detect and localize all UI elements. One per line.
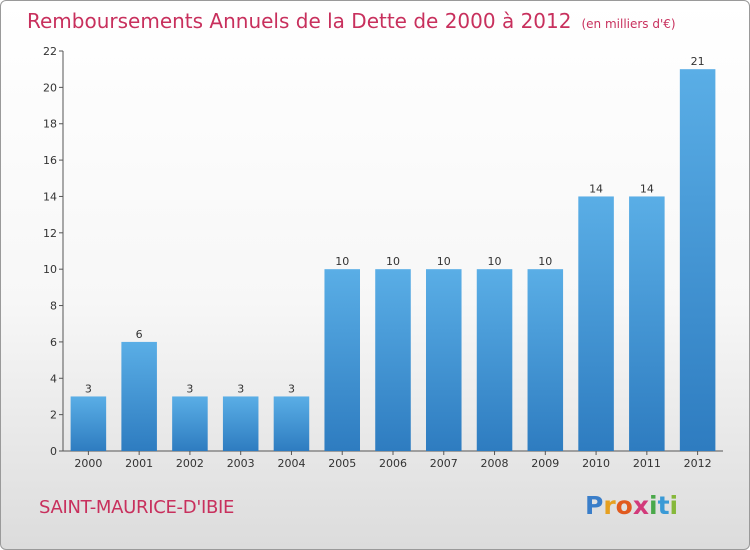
data-label-2005: 10 xyxy=(335,255,349,268)
bar-2001 xyxy=(121,341,157,451)
logo-letter: P xyxy=(585,491,604,520)
bar-2002 xyxy=(172,396,208,451)
bar-2010 xyxy=(578,196,614,451)
bar-2003 xyxy=(222,396,259,451)
x-tick-label-2003: 2003 xyxy=(227,457,255,470)
y-tick-label: 6 xyxy=(50,336,57,349)
y-tick-label: 22 xyxy=(43,45,57,58)
x-tick-label-2011: 2011 xyxy=(633,457,661,470)
data-label-2000: 3 xyxy=(85,382,92,395)
x-tick-label-2004: 2004 xyxy=(277,457,305,470)
bar-2008 xyxy=(476,269,513,451)
bar-2005 xyxy=(324,269,360,451)
chart-title: Remboursements Annuels de la Dette de 20… xyxy=(27,9,676,33)
bar-2000 xyxy=(70,396,107,451)
x-tick-label-2006: 2006 xyxy=(379,457,407,470)
x-tick-label-2008: 2008 xyxy=(481,457,509,470)
logo-letter: i xyxy=(669,491,679,520)
logo-letter: r xyxy=(603,491,616,520)
bar-2009 xyxy=(527,269,564,451)
data-label-2001: 6 xyxy=(136,328,143,341)
data-label-2006: 10 xyxy=(386,255,400,268)
data-label-2012: 21 xyxy=(691,55,705,68)
x-tick-label-2010: 2010 xyxy=(582,457,610,470)
x-tick-label-2005: 2005 xyxy=(328,457,356,470)
data-label-2009: 10 xyxy=(538,255,552,268)
town-name: SAINT-MAURICE-D'IBIE xyxy=(39,497,235,518)
bar-2004 xyxy=(273,396,310,451)
data-label-2008: 10 xyxy=(488,255,502,268)
logo-letter: i xyxy=(649,491,658,520)
y-tick-label: 12 xyxy=(43,227,57,240)
x-tick-label-2007: 2007 xyxy=(430,457,458,470)
logo-letter: o xyxy=(615,491,633,520)
data-label-2007: 10 xyxy=(437,255,451,268)
bar-2007 xyxy=(426,269,462,451)
data-label-2011: 14 xyxy=(640,182,654,195)
bar-2012 xyxy=(679,69,716,451)
y-tick-label: 20 xyxy=(43,81,57,94)
x-tick-label-2009: 2009 xyxy=(531,457,559,470)
x-tick-label-2000: 2000 xyxy=(74,457,102,470)
x-tick-label-2001: 2001 xyxy=(125,457,153,470)
chart-subtitle: (en milliers d'€) xyxy=(581,17,676,31)
x-tick-label-2002: 2002 xyxy=(176,457,204,470)
y-tick-label: 14 xyxy=(43,190,57,203)
y-tick-label: 2 xyxy=(50,409,57,422)
data-label-2004: 3 xyxy=(288,382,295,395)
data-label-2003: 3 xyxy=(237,382,244,395)
y-tick-label: 8 xyxy=(50,300,57,313)
y-tick-label: 16 xyxy=(43,154,57,167)
data-label-2010: 14 xyxy=(589,182,603,195)
y-tick-label: 0 xyxy=(50,445,57,458)
bar-2006 xyxy=(375,269,411,451)
proxiti-logo: Proxiti xyxy=(585,491,678,520)
y-tick-label: 10 xyxy=(43,263,57,276)
logo-letter: t xyxy=(657,491,670,520)
bar-2011 xyxy=(629,196,665,451)
data-label-2002: 3 xyxy=(186,382,193,395)
x-tick-label-2012: 2012 xyxy=(684,457,712,470)
logo-letter: x xyxy=(632,491,649,520)
chart-title-text: Remboursements Annuels de la Dette de 20… xyxy=(27,9,572,33)
y-tick-label: 4 xyxy=(50,372,57,385)
y-tick-label: 18 xyxy=(43,118,57,131)
